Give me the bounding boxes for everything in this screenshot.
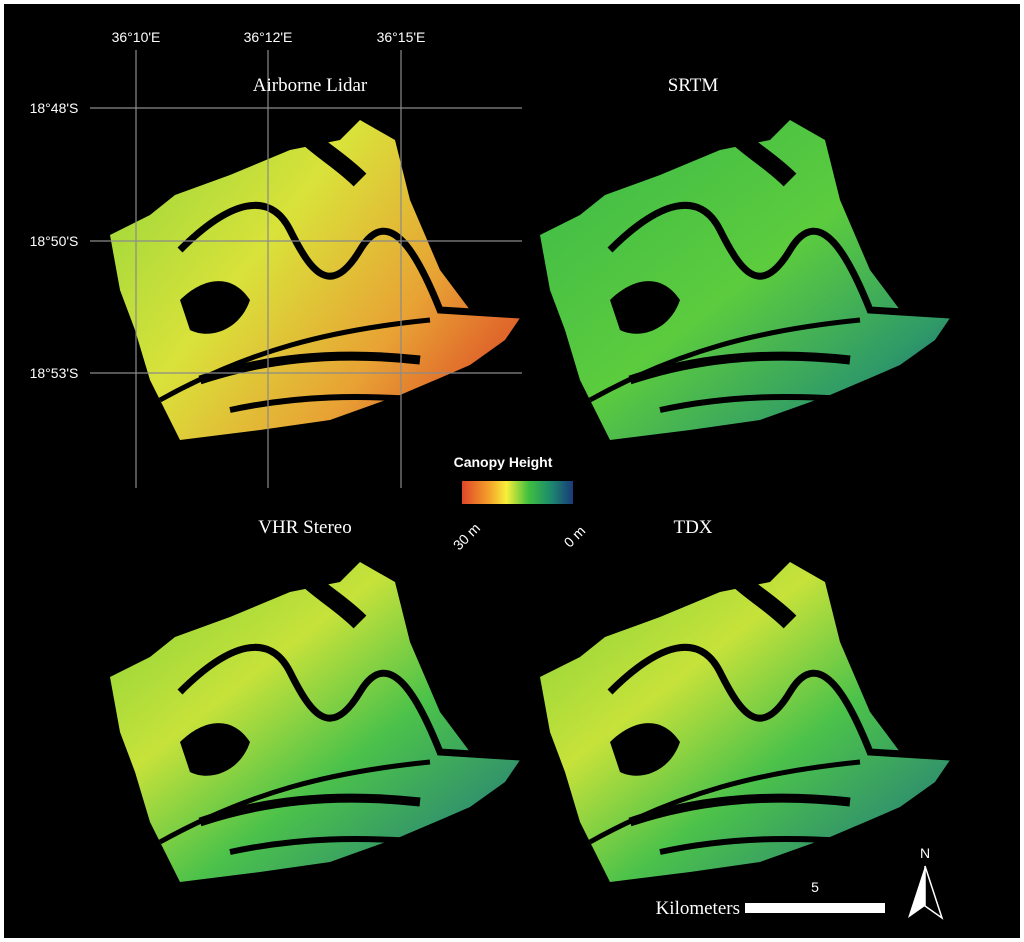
longitude-label: 36°15'E	[377, 29, 426, 45]
legend-ramp	[462, 481, 573, 504]
latitude-label: 18°50'S	[30, 233, 79, 249]
graticule	[90, 50, 522, 488]
panel-title: Airborne Lidar	[253, 75, 368, 96]
scale-bar-rect	[745, 903, 885, 913]
north-arrow: N	[908, 845, 944, 920]
longitude-label: 36°12'E	[244, 29, 293, 45]
panel-title: TDX	[673, 517, 712, 538]
latitude-label: 18°53'S	[30, 365, 79, 381]
latitude-label: 18°48'S	[30, 100, 79, 116]
scale-bar: 5 Kilometers	[656, 879, 885, 919]
legend-title: Canopy Height	[454, 454, 553, 470]
scale-distance: 5	[811, 879, 819, 895]
panel-title: VHR Stereo	[258, 517, 351, 538]
north-label: N	[920, 845, 930, 861]
scale-unit: Kilometers	[656, 898, 740, 919]
panel-title: SRTM	[668, 75, 719, 96]
longitude-label: 36°10'E	[112, 29, 161, 45]
